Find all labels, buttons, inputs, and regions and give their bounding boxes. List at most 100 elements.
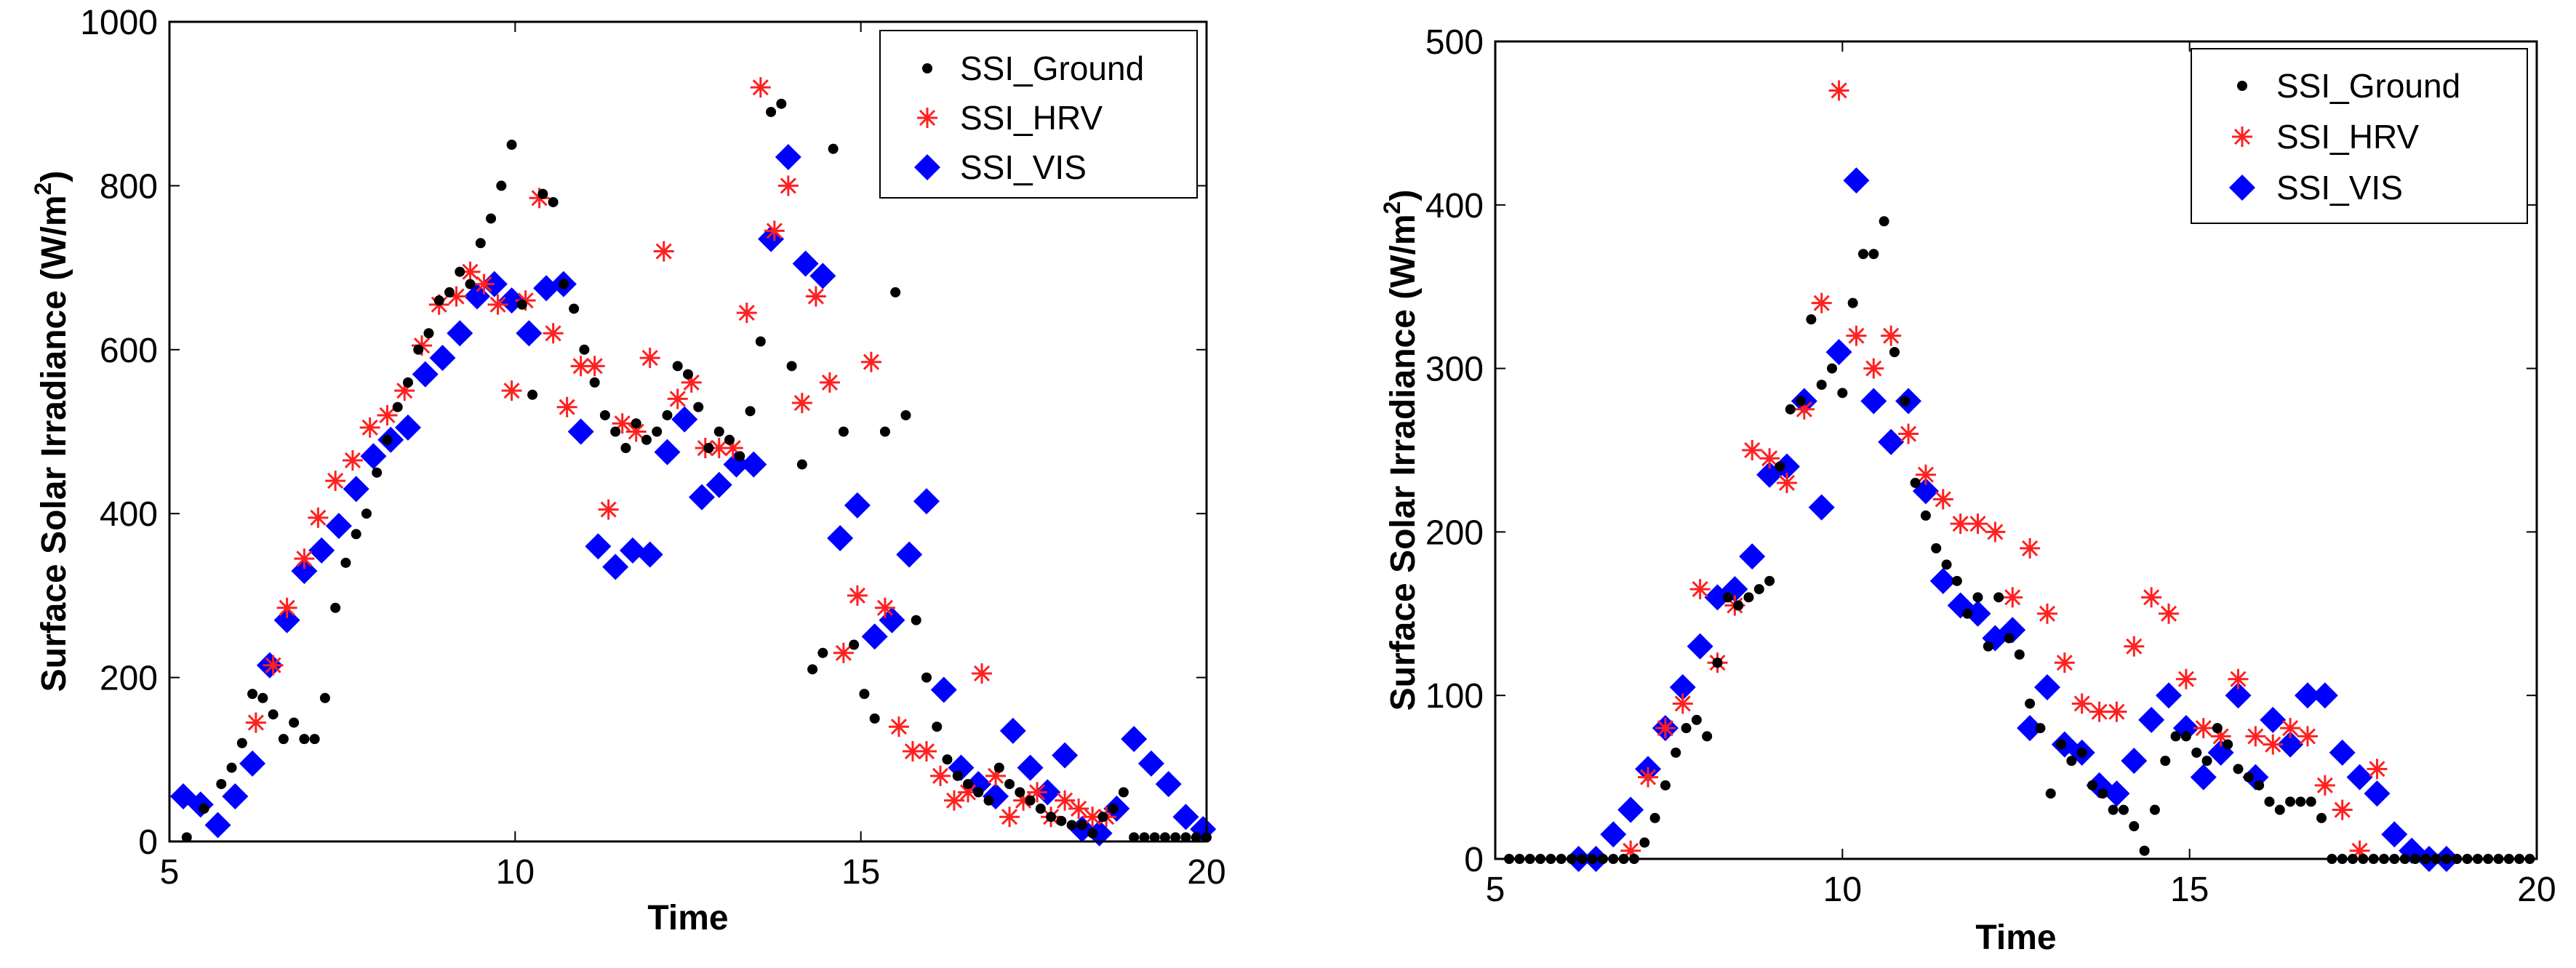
point-ssi-vis [1034,779,1061,806]
y-tick-label: 600 [100,332,158,370]
point-ssi-ground [1170,832,1181,843]
point-ssi-ground [1764,575,1775,586]
y-tick-label: 400 [100,495,158,534]
point-ssi-ground [2201,756,2212,767]
point-ssi-vis [360,443,387,470]
point-ssi-hrv [2140,585,2163,609]
point-ssi-hrv [1636,766,1660,789]
point-ssi-hrv [804,285,828,308]
point-ssi-vis [1669,673,1696,700]
point-ssi-vis [636,541,663,568]
point-ssi-ground [589,377,600,388]
point-ssi-hrv [583,354,607,377]
point-ssi-vis [1172,804,1199,831]
point-ssi-ground [932,721,943,732]
point-ssi-ground [1660,780,1671,791]
point-ssi-ground [2066,756,2077,767]
point-ssi-vis [775,143,801,170]
point-ssi-hrv [887,715,911,738]
point-ssi-hrv [749,76,772,99]
chart-left-legend: SSI_Ground SSI_HRV SSI_VIS [879,30,1198,199]
point-ssi-ground [506,140,517,151]
point-ssi-hrv [860,351,883,374]
point-ssi-hrv [359,416,382,439]
point-ssi-ground [1847,297,1858,308]
point-ssi-ground [257,692,268,703]
point-ssi-ground [2305,796,2316,807]
point-ssi-vis [1860,388,1887,415]
point-ssi-vis [930,676,957,703]
point-ssi-hrv [873,596,897,620]
point-ssi-hrv [1775,471,1799,495]
point-ssi-ground [1837,388,1848,399]
point-ssi-hrv [1828,79,1851,102]
y-tick-label: 500 [1425,23,1484,62]
point-ssi-ground [993,762,1004,773]
point-ssi-ground [181,832,192,843]
point-ssi-vis [1878,428,1905,455]
point-ssi-hrv [666,387,689,410]
point-ssi-ground [2274,804,2285,815]
point-ssi-vis [325,513,352,540]
point-ssi-ground [1671,747,1681,758]
point-ssi-ground [713,426,724,437]
point-ssi-hrv [2331,799,2354,822]
legend-marker-ssi-hrv [2231,125,2254,148]
point-ssi-ground [1796,396,1807,407]
point-ssi-ground [2076,747,2087,758]
point-ssi-ground [807,664,818,675]
point-ssi-vis [1155,771,1182,798]
point-ssi-ground [340,557,351,568]
x-tick-label: 10 [1823,871,1862,909]
y-tick-label: 1000 [80,4,158,42]
point-ssi-vis [1964,600,1991,627]
point-ssi-ground [796,459,807,470]
point-ssi-ground [1962,608,1973,619]
point-ssi-ground [268,709,279,720]
point-ssi-ground [942,754,953,765]
point-ssi-vis [2277,731,2304,758]
point-ssi-ground [1649,812,1660,823]
point-ssi-vis [1773,453,1800,480]
legend-label-ssi-vis: SSI_VIS [2276,169,2403,207]
point-ssi-ground [1712,657,1723,668]
point-ssi-ground [1785,404,1796,415]
point-ssi-ground [900,409,911,420]
point-ssi-ground [330,602,341,613]
point-ssi-vis [567,418,594,445]
chart-right-ylabel: Surface Solar Irradiance (W/m2) [1379,190,1423,711]
point-ssi-hrv [2088,700,2111,724]
point-ssi-vis [2346,764,2373,791]
point-ssi-vis [1017,754,1044,781]
point-ssi-hrv [2053,651,2076,674]
point-ssi-hrv [244,711,268,735]
point-ssi-hrv [846,584,869,607]
point-ssi-ground [1191,832,1201,843]
point-ssi-ground [1046,812,1057,823]
point-ssi-ground [319,692,330,703]
point-ssi-ground [2087,780,2098,791]
point-ssi-ground [724,434,735,445]
point-ssi-ground [2097,788,2108,799]
point-ssi-hrv [341,449,364,472]
point-ssi-hrv [763,219,786,242]
x-tick-label: 5 [1486,871,1505,909]
point-ssi-hrv [929,764,952,788]
point-ssi-ground [216,779,227,790]
point-ssi-ground [1702,731,1713,742]
point-ssi-hrv [2157,602,2180,625]
point-ssi-ground [1753,584,1764,595]
point-ssi-vis [481,271,508,297]
point-ssi-vis [792,250,819,277]
point-ssi-ground [2014,649,2025,660]
x-tick-label: 20 [2517,871,2556,909]
point-ssi-ground [1827,363,1838,374]
point-ssi-vis [740,451,767,478]
point-ssi-vis [533,275,560,302]
point-ssi-ground [2243,772,2254,783]
y-tick-label: 100 [1425,677,1484,716]
point-ssi-ground [1879,216,1889,227]
point-ssi-hrv [2122,635,2145,658]
